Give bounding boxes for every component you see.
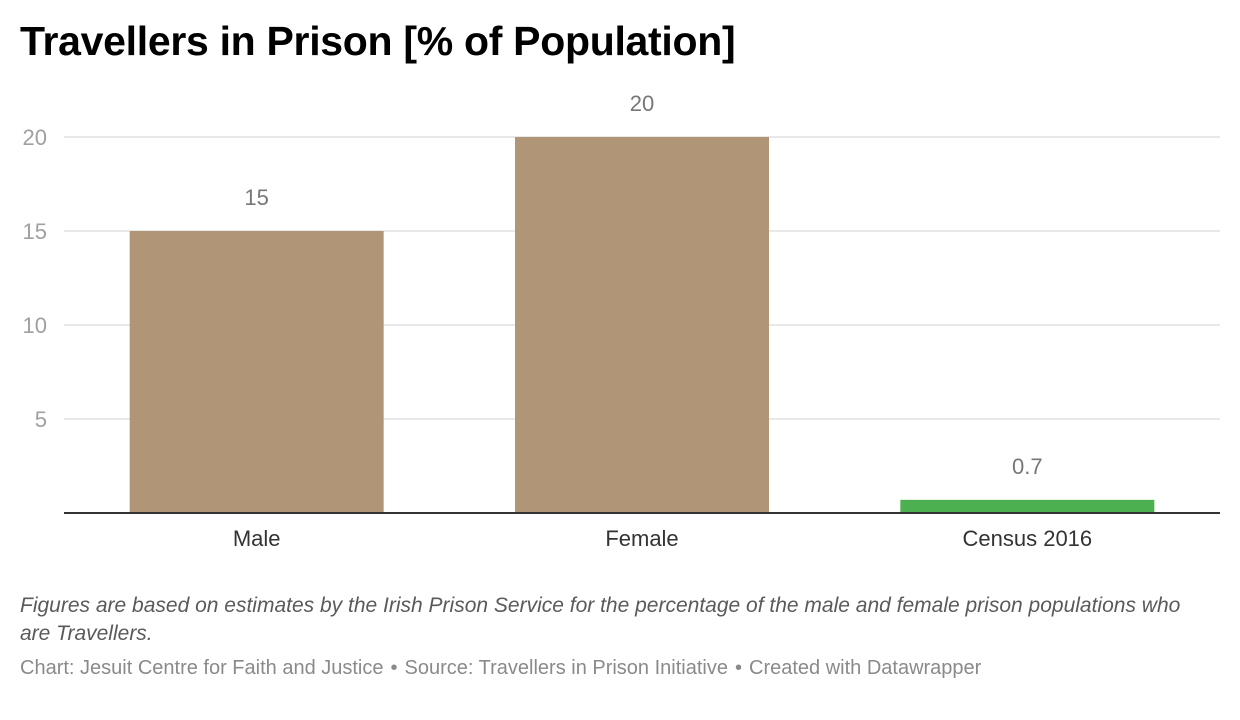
y-tick-label: 10 [23,313,47,338]
category-label: Male [233,526,281,551]
footer-separator: • [390,657,398,679]
chart-notes: Figures are based on estimates by the Ir… [20,594,1181,645]
bar [515,137,769,513]
created-with: Created with Datawrapper [749,657,982,679]
chart-footer: Chart: Jesuit Centre for Faith and Justi… [20,657,981,680]
y-tick-label: 15 [23,219,47,244]
y-tick-labels: 5 10 15 20 [23,125,47,432]
category-label: Female [605,526,678,551]
value-labels: 15 20 0.7 [244,91,1042,479]
bar [129,231,384,513]
bar [900,499,1155,513]
chart-credit: Chart: Jesuit Centre for Faith and Justi… [20,657,384,679]
value-label: 20 [630,91,654,116]
bars [129,137,1155,513]
category-label: Census 2016 [963,526,1093,551]
category-labels: Male Female Census 2016 [233,526,1092,551]
chart-title: Travellers in Prison [% of Population] [20,18,736,64]
footer-separator: • [734,657,742,679]
bar-chart: 5 10 15 20 15 20 0.7 Male Female Census 2016 [23,91,1220,551]
value-label: 0.7 [1012,454,1043,479]
y-tick-label: 5 [35,407,47,432]
value-label: 15 [244,185,268,210]
y-tick-label: 20 [23,125,47,150]
source-credit: Source: Travellers in Prison Initiative [404,657,728,679]
